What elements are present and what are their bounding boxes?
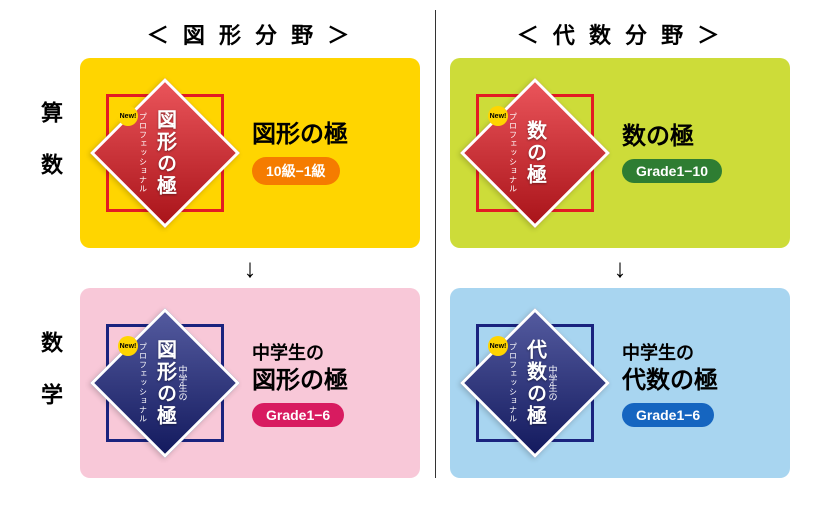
badge-main-label: 図形の極	[151, 339, 180, 427]
grade-pill: Grade1−6	[622, 403, 714, 427]
new-badge-icon: New!	[488, 336, 508, 356]
grade-pill: 10級−1級	[252, 157, 340, 185]
arrow-down-icon: ↓	[450, 253, 790, 284]
new-badge-icon: New!	[118, 336, 138, 356]
card-text: 図形の極 10級−1級	[252, 121, 404, 186]
card-text: 中学生の 図形の極 Grade1−6	[252, 339, 404, 428]
row-header-mathematics: 数学	[34, 331, 66, 435]
card-title: 図形の極	[252, 121, 404, 150]
card-title: 数の極	[622, 123, 774, 152]
card-number-elementary: プロフェッショナル 数の極 New! 数の極 Grade1−10	[450, 58, 790, 248]
row-header-arithmetic: 算数	[34, 101, 66, 205]
grade-pill: Grade1−10	[622, 159, 722, 183]
badge-sublabel: プロフェッショナル	[508, 343, 519, 424]
badge-sublabel: プロフェッショナル	[138, 343, 149, 424]
card-geometry-elementary: プロフェッショナル 図形の極 New! 図形の極 10級−1級	[80, 58, 420, 248]
column-header-geometry: ＜ 図 形 分 野 ＞	[80, 18, 420, 50]
layout-grid: ＜ 図 形 分 野 ＞ ＜ 代 数 分 野 ＞ 算数 数学 プロフェッショナル …	[0, 0, 814, 511]
grade-pill: Grade1−6	[252, 403, 344, 427]
arrow-down-icon: ↓	[80, 253, 420, 284]
badge-sublabel: プロフェッショナル	[508, 113, 519, 194]
card-pretitle: 中学生の	[252, 339, 404, 365]
badge: プロフェッショナル 中学生の 図形の極 New!	[90, 308, 240, 458]
card-title: 代数の極	[622, 367, 774, 396]
badge-main-label: 数の極	[521, 120, 550, 186]
card-title: 図形の極	[252, 367, 404, 396]
badge: プロフェッショナル 中学生の 代数の極 New!	[460, 308, 610, 458]
badge-main-label: 図形の極	[151, 109, 180, 197]
badge-main-label: 代数の極	[521, 339, 550, 427]
spacer	[20, 10, 80, 58]
card-text: 数の極 Grade1−10	[622, 123, 774, 184]
new-badge-icon: New!	[488, 106, 508, 126]
badge-sublabel: プロフェッショナル	[138, 113, 149, 194]
card-pretitle: 中学生の	[622, 339, 774, 365]
card-geometry-middle: プロフェッショナル 中学生の 図形の極 New! 中学生の 図形の極 Grade…	[80, 288, 420, 478]
card-algebra-middle: プロフェッショナル 中学生の 代数の極 New! 中学生の 代数の極 Grade…	[450, 288, 790, 478]
new-badge-icon: New!	[118, 106, 138, 126]
vertical-separator	[435, 10, 436, 478]
card-text: 中学生の 代数の極 Grade1−6	[622, 339, 774, 428]
column-header-algebra: ＜ 代 数 分 野 ＞	[450, 18, 790, 50]
badge: プロフェッショナル 数の極 New!	[460, 78, 610, 228]
badge: プロフェッショナル 図形の極 New!	[90, 78, 240, 228]
